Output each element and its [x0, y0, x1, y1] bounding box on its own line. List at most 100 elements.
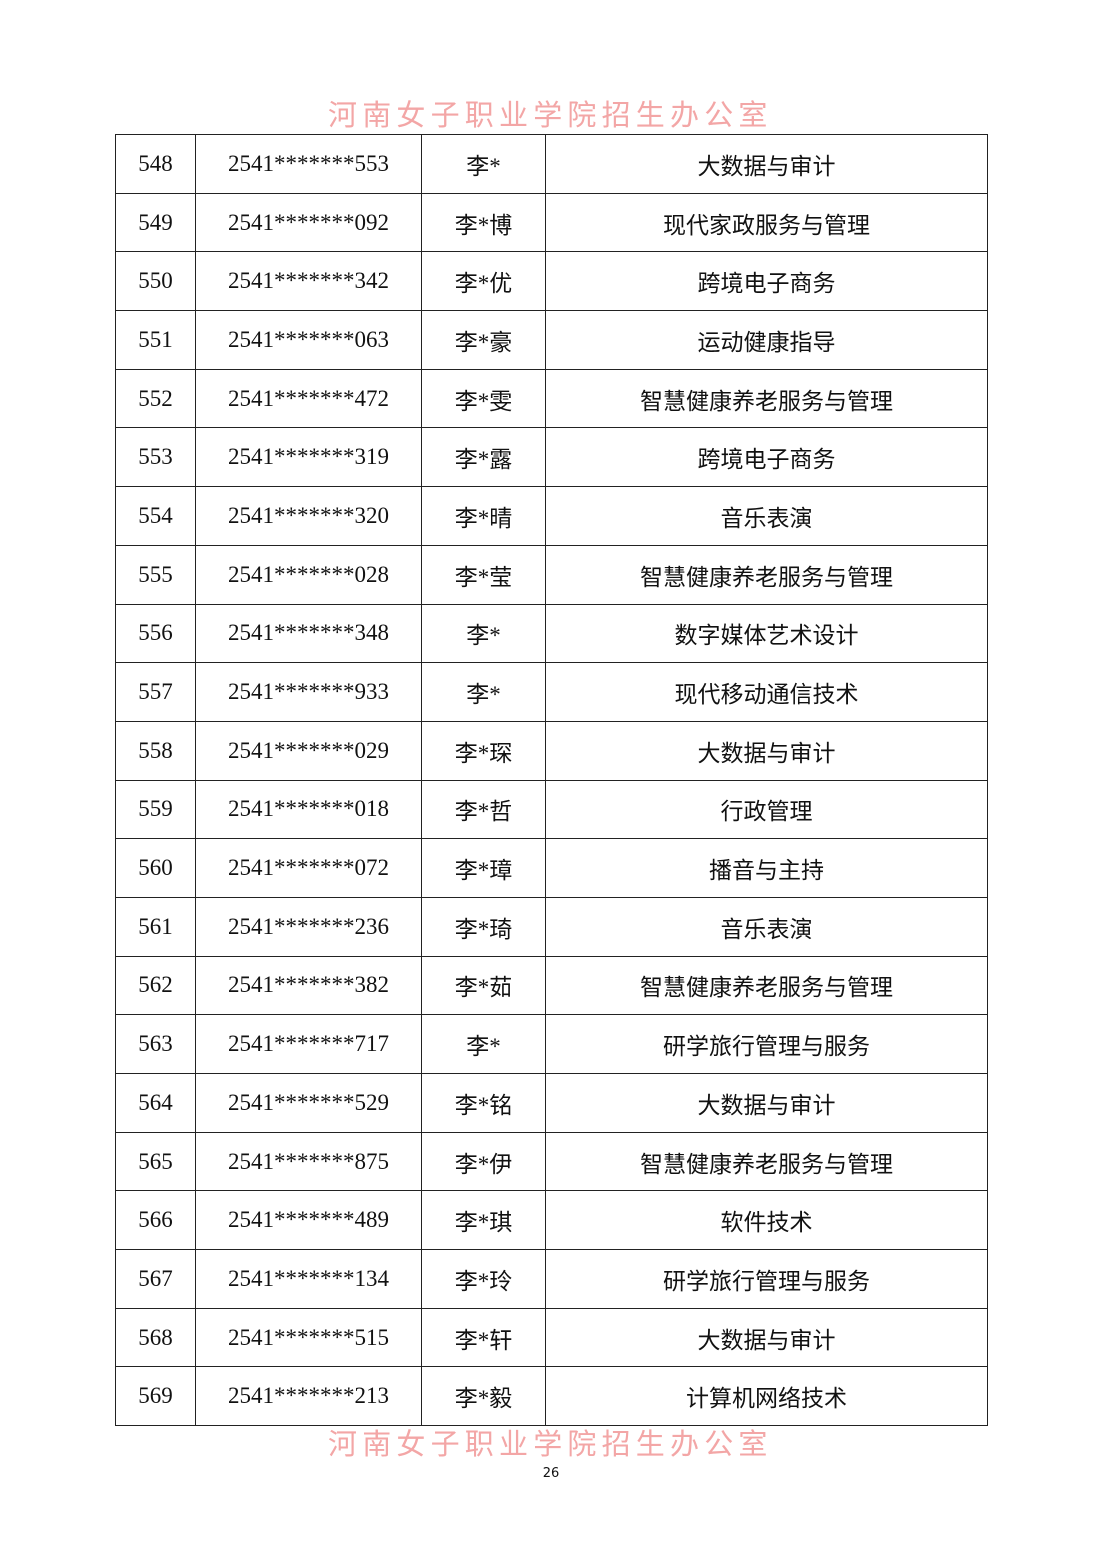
student-name: 李*优 [421, 251, 546, 312]
student-name: 李* [421, 603, 546, 664]
exam-id: 2541*******213 [195, 1366, 422, 1427]
exam-id: 2541*******717 [195, 1014, 422, 1074]
row-number: 549 [115, 192, 196, 253]
exam-id: 2541*******134 [195, 1249, 422, 1309]
student-name: 李*露 [421, 427, 546, 488]
exam-id: 2541*******875 [195, 1131, 422, 1192]
student-name: 李*琦 [421, 896, 546, 957]
table-row: 548 2541*******553 李* 大数据与审计 [115, 134, 988, 194]
table-row: 560 2541*******072 李*璋 播音与主持 [115, 838, 988, 898]
row-number: 567 [115, 1249, 196, 1309]
exam-id: 2541*******029 [195, 720, 422, 781]
major: 跨境电子商务 [545, 251, 988, 312]
row-number: 556 [115, 603, 196, 664]
student-name: 李* [421, 662, 546, 722]
exam-id: 2541*******933 [195, 662, 422, 722]
exam-id: 2541*******515 [195, 1307, 422, 1368]
admission-list-table: 548 2541*******553 李* 大数据与审计 549 2541*******0… [115, 134, 988, 1427]
table-row: 566 2541*******489 李*琪 软件技术 [115, 1190, 988, 1251]
student-name: 李*晴 [421, 486, 546, 546]
row-number: 553 [115, 427, 196, 488]
major: 软件技术 [545, 1190, 988, 1251]
table-row: 567 2541*******134 李*玲 研学旅行管理与服务 [115, 1249, 988, 1309]
student-name: 李*哲 [421, 779, 546, 840]
exam-id: 2541*******348 [195, 603, 422, 664]
table-row: 555 2541*******028 李*莹 智慧健康养老服务与管理 [115, 544, 988, 605]
major: 智慧健康养老服务与管理 [545, 955, 988, 1016]
row-number: 565 [115, 1131, 196, 1192]
student-name: 李* [421, 1014, 546, 1074]
row-number: 551 [115, 310, 196, 370]
row-number: 561 [115, 896, 196, 957]
table-row: 563 2541*******717 李* 研学旅行管理与服务 [115, 1014, 988, 1074]
major: 大数据与审计 [545, 1073, 988, 1133]
exam-id: 2541*******553 [195, 134, 422, 194]
table-row: 553 2541*******319 李*露 跨境电子商务 [115, 427, 988, 488]
table-row: 558 2541*******029 李*琛 大数据与审计 [115, 720, 988, 781]
exam-id: 2541*******072 [195, 838, 422, 898]
exam-id: 2541*******382 [195, 955, 422, 1016]
major: 智慧健康养老服务与管理 [545, 544, 988, 605]
exam-id: 2541*******342 [195, 251, 422, 312]
table-row: 557 2541*******933 李* 现代移动通信技术 [115, 662, 988, 722]
exam-id: 2541*******489 [195, 1190, 422, 1251]
major: 跨境电子商务 [545, 427, 988, 488]
exam-id: 2541*******092 [195, 192, 422, 253]
row-number: 560 [115, 838, 196, 898]
major: 计算机网络技术 [545, 1366, 988, 1427]
row-number: 552 [115, 368, 196, 429]
student-name: 李*璋 [421, 838, 546, 898]
table-row: 559 2541*******018 李*哲 行政管理 [115, 779, 988, 840]
row-number: 568 [115, 1307, 196, 1368]
row-number: 555 [115, 544, 196, 605]
table-row: 569 2541*******213 李*毅 计算机网络技术 [115, 1366, 988, 1427]
table-row: 564 2541*******529 李*铭 大数据与审计 [115, 1073, 988, 1133]
student-name: 李* [421, 134, 546, 194]
exam-id: 2541*******018 [195, 779, 422, 840]
student-name: 李*豪 [421, 310, 546, 370]
major: 现代移动通信技术 [545, 662, 988, 722]
exam-id: 2541*******529 [195, 1073, 422, 1133]
major: 研学旅行管理与服务 [545, 1014, 988, 1074]
student-name: 李*琪 [421, 1190, 546, 1251]
row-number: 554 [115, 486, 196, 546]
major: 大数据与审计 [545, 720, 988, 781]
row-number: 564 [115, 1073, 196, 1133]
major: 播音与主持 [545, 838, 988, 898]
major: 大数据与审计 [545, 134, 988, 194]
table-row: 549 2541*******092 李*博 现代家政服务与管理 [115, 192, 988, 253]
table-row: 556 2541*******348 李* 数字媒体艺术设计 [115, 603, 988, 664]
student-name: 李*莹 [421, 544, 546, 605]
major: 音乐表演 [545, 896, 988, 957]
table-row: 565 2541*******875 李*伊 智慧健康养老服务与管理 [115, 1131, 988, 1192]
row-number: 557 [115, 662, 196, 722]
table-row: 550 2541*******342 李*优 跨境电子商务 [115, 251, 988, 312]
student-name: 李*铭 [421, 1073, 546, 1133]
page-number: 26 [542, 1466, 560, 1481]
row-number: 548 [115, 134, 196, 194]
major: 音乐表演 [545, 486, 988, 546]
table-row: 554 2541*******320 李*晴 音乐表演 [115, 486, 988, 546]
exam-id: 2541*******320 [195, 486, 422, 546]
student-name: 李*轩 [421, 1307, 546, 1368]
row-number: 558 [115, 720, 196, 781]
row-number: 566 [115, 1190, 196, 1251]
student-name: 李*雯 [421, 368, 546, 429]
row-number: 562 [115, 955, 196, 1016]
major: 数字媒体艺术设计 [545, 603, 988, 664]
major: 研学旅行管理与服务 [545, 1249, 988, 1309]
major: 现代家政服务与管理 [545, 192, 988, 253]
major: 行政管理 [545, 779, 988, 840]
table-row: 562 2541*******382 李*茹 智慧健康养老服务与管理 [115, 955, 988, 1016]
exam-id: 2541*******236 [195, 896, 422, 957]
table-row: 561 2541*******236 李*琦 音乐表演 [115, 896, 988, 957]
exam-id: 2541*******319 [195, 427, 422, 488]
student-name: 李*博 [421, 192, 546, 253]
major: 智慧健康养老服务与管理 [545, 368, 988, 429]
table-row: 551 2541*******063 李*豪 运动健康指导 [115, 310, 988, 370]
major: 运动健康指导 [545, 310, 988, 370]
table-row: 552 2541*******472 李*雯 智慧健康养老服务与管理 [115, 368, 988, 429]
major: 智慧健康养老服务与管理 [545, 1131, 988, 1192]
exam-id: 2541*******472 [195, 368, 422, 429]
row-number: 559 [115, 779, 196, 840]
